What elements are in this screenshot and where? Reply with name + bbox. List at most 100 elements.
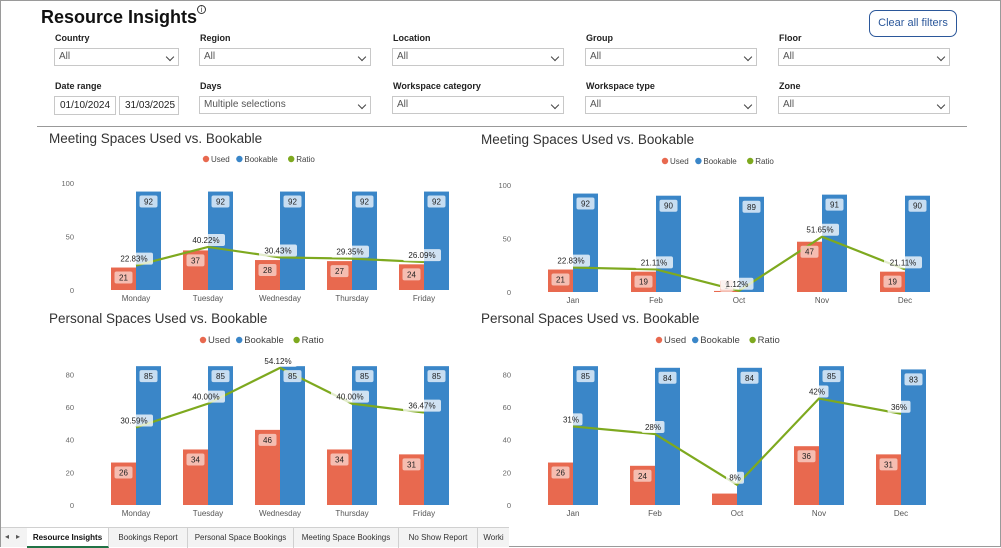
ratio-data-label: 8% — [729, 474, 741, 483]
workspace-category-dropdown[interactable]: All — [392, 96, 564, 114]
workspace-type-value: All — [590, 99, 602, 110]
workspace-type-label: Workspace type — [586, 81, 655, 91]
date-end-input[interactable]: 31/03/2025 — [119, 96, 179, 115]
chevron-down-icon — [743, 52, 753, 62]
used-data-label: 46 — [263, 436, 272, 445]
ratio-data-label-bg — [552, 254, 590, 267]
x-tick-label: Nov — [815, 296, 829, 305]
days-dropdown[interactable]: Multiple selections — [199, 96, 371, 114]
days-label: Days — [200, 81, 222, 91]
bar-bookable — [901, 369, 926, 505]
ratio-data-label-bg — [559, 413, 583, 426]
x-tick-label: Friday — [413, 294, 435, 303]
legend-label-used: Used — [211, 155, 230, 164]
bar-bookable — [280, 191, 305, 290]
bookable-data-label: 85 — [432, 372, 441, 381]
tab-bookings-report[interactable]: Bookings Report — [109, 528, 188, 548]
clear-all-filters-button[interactable]: Clear all filters — [869, 10, 957, 37]
y-tick-label: 60 — [66, 403, 74, 412]
ratio-data-label: 26.09% — [408, 251, 435, 260]
bar-bookable — [136, 191, 161, 290]
bookable-data-label: 85 — [581, 372, 590, 381]
tab-personal-space-bookings[interactable]: Personal Space Bookings — [188, 528, 294, 548]
workspace-type-dropdown[interactable]: All — [585, 96, 757, 114]
ratio-data-label-bg — [115, 414, 153, 427]
floor-dropdown[interactable]: All — [778, 48, 950, 66]
tab-prev-icon[interactable]: ◂ — [5, 532, 10, 541]
bookable-data-label-bg — [283, 195, 302, 208]
x-tick-label: Thursday — [335, 509, 368, 518]
x-tick-label: Oct — [733, 296, 746, 305]
y-tick-label: 0 — [70, 501, 74, 510]
ratio-data-label: 54.12% — [264, 357, 291, 366]
ratio-data-label: 40.00% — [336, 393, 363, 402]
tab-next-icon[interactable]: ▸ — [16, 532, 21, 541]
ratio-data-label-bg — [805, 385, 829, 398]
filter-divider — [37, 126, 967, 127]
bookable-data-label: 84 — [663, 374, 672, 383]
ratio-data-label-bg — [259, 354, 297, 367]
bar-bookable — [573, 366, 598, 505]
chevron-down-icon — [357, 52, 367, 62]
used-data-label-bg — [797, 450, 816, 463]
bar-bookable — [424, 366, 449, 505]
used-data-label-bg — [633, 469, 652, 482]
ratio-data-label: 51.65% — [806, 226, 833, 235]
y-tick-label: 100 — [498, 181, 511, 190]
used-data-label-bg — [258, 264, 277, 277]
used-data-label-bg — [402, 268, 421, 281]
ratio-data-label-bg — [726, 471, 744, 484]
bookable-data-label-bg — [658, 371, 677, 384]
bookable-data-label-bg — [427, 195, 446, 208]
personal-weekday-chart: Used Bookable Ratio 0 20 40 60 80 Monday Tuesday W… — [66, 335, 449, 518]
bookable-data-label-bg — [908, 199, 927, 212]
bookable-data-label-bg — [576, 197, 595, 210]
zone-dropdown[interactable]: All — [778, 96, 950, 114]
region-dropdown[interactable]: All — [199, 48, 371, 66]
used-data-label-bg — [186, 453, 205, 466]
used-data-label: 37 — [191, 256, 200, 265]
legend-label-bookable: Bookable — [703, 157, 737, 166]
tab-resource-insights[interactable]: Resource Insights — [27, 528, 109, 548]
bookable-data-label-bg — [211, 195, 230, 208]
legend-marker-ratio — [747, 157, 754, 165]
y-tick-label: 50 — [503, 235, 511, 244]
legend-marker-bookable — [695, 157, 702, 165]
tab-no-show-report[interactable]: No Show Report — [399, 528, 478, 548]
location-dropdown[interactable]: All — [392, 48, 564, 66]
group-dropdown[interactable]: All — [585, 48, 757, 66]
country-label: Country — [55, 33, 90, 43]
bookable-data-label: 92 — [581, 200, 590, 209]
used-data-label: 36 — [802, 452, 811, 461]
ratio-data-label: 22.83% — [557, 257, 584, 266]
used-data-label-bg — [879, 458, 898, 471]
bar-bookable — [352, 191, 377, 290]
country-dropdown[interactable]: All — [54, 48, 179, 66]
used-data-label-bg — [402, 458, 421, 471]
bookable-data-label: 92 — [288, 198, 297, 207]
info-icon[interactable]: i — [197, 5, 206, 14]
country-value: All — [59, 51, 71, 62]
used-data-label-bg — [551, 273, 570, 286]
zone-value: All — [783, 99, 795, 110]
ratio-data-label: 1.12% — [726, 280, 749, 289]
legend-marker-ratio — [293, 336, 300, 344]
floor-value: All — [783, 51, 795, 62]
used-data-label-bg — [330, 265, 349, 278]
legend-marker-bookable — [692, 336, 699, 344]
ratio-data-label-bg — [187, 390, 225, 403]
bookable-data-label-bg — [822, 370, 841, 383]
y-tick-label: 100 — [61, 179, 74, 188]
bookable-data-label: 92 — [216, 198, 225, 207]
bookable-data-label-bg — [283, 370, 302, 383]
used-data-label-bg — [258, 433, 277, 446]
tab-meeting-space-bookings[interactable]: Meeting Space Bookings — [294, 528, 399, 548]
ratio-data-label-bg — [403, 249, 441, 262]
chevron-down-icon — [357, 100, 367, 110]
tab-working[interactable]: Worki — [483, 533, 504, 542]
legend-marker-used — [661, 157, 669, 165]
bookable-data-label-bg — [659, 199, 678, 212]
group-value: All — [590, 51, 602, 62]
bookable-data-label: 85 — [144, 372, 153, 381]
date-start-input[interactable]: 01/10/2024 — [54, 96, 116, 115]
